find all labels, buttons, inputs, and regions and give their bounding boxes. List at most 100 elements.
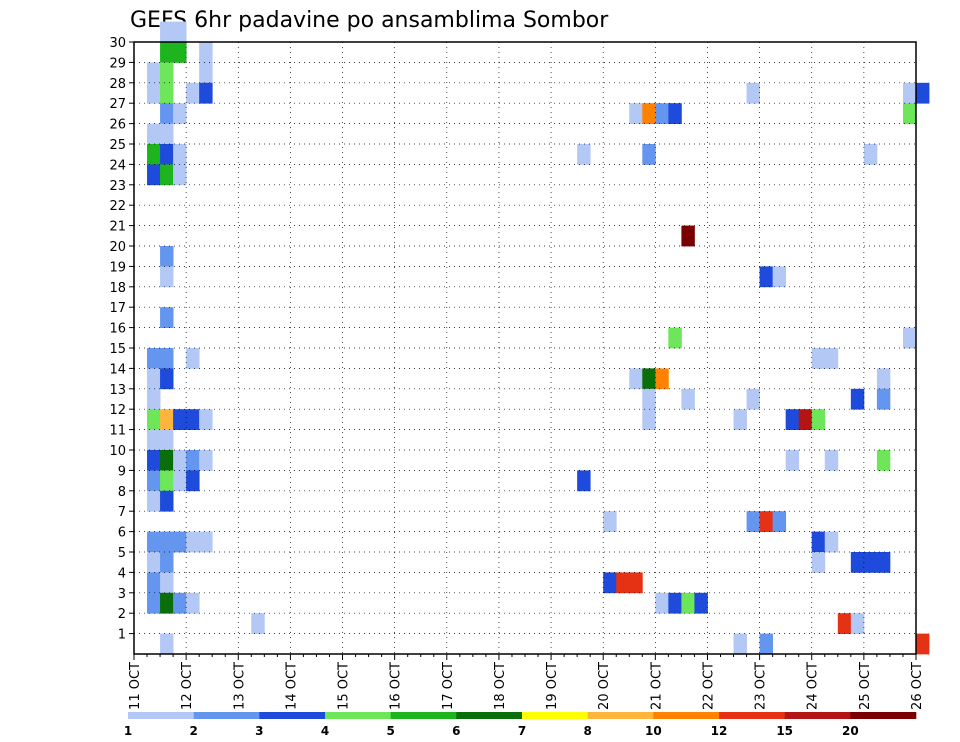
x-tick-label: 21 OCT [649,662,664,710]
heatmap-cell [147,164,161,186]
heatmap-cell [186,348,200,369]
y-tick-label: 12 [109,403,126,418]
y-tick-label: 22 [109,199,126,214]
heatmap-cell [642,144,656,165]
heatmap-cell [173,164,187,186]
y-tick-label: 3 [118,587,126,602]
heatmap-cell [147,82,161,104]
colorbar-label: 15 [776,724,793,738]
x-tick-label: 12 OCT [180,662,195,710]
heatmap-cell [147,450,161,471]
colorbar-label: 6 [452,724,460,738]
colorbar-swatch [325,712,391,719]
heatmap-cell [186,531,200,553]
y-tick-label: 1 [118,628,126,643]
colorbar-label: 20 [842,724,859,738]
heatmap-cell [850,613,865,634]
heatmap-cell [629,572,643,594]
heatmap-cell [186,470,200,492]
heatmap-cell [733,633,747,655]
heatmap-cell [759,266,774,288]
colorbar-swatch [719,712,785,719]
heatmap-cell [147,388,161,410]
heatmap-cell [147,62,161,84]
colorbar-label: 10 [645,724,662,738]
heatmap-cell [186,592,200,614]
y-tick-label: 23 [109,179,126,194]
y-tick-label: 29 [109,56,126,71]
heatmap-cell [160,62,174,84]
y-tick-label: 19 [109,260,126,275]
heatmap-cell [746,511,760,532]
colorbar-swatch [456,712,523,719]
heatmap-cell [160,470,174,492]
x-tick-label: 14 OCT [284,662,299,710]
heatmap-cell [160,633,174,655]
heatmap-cell [824,450,839,471]
heatmap-cell [642,368,656,390]
colorbar-label: 4 [321,724,329,738]
heatmap-cell [811,409,826,430]
heatmap-cell [681,592,695,614]
y-tick-label: 8 [118,485,126,500]
heatmap-cell [811,348,826,369]
heatmap-cell [160,164,174,186]
heatmap-cell [902,103,917,124]
colorbar-label: 8 [583,724,591,738]
y-tick-label: 28 [109,77,126,92]
heatmap-cell [746,82,760,104]
y-tick-label: 10 [109,444,126,459]
heatmap-cell [160,409,174,430]
heatmap-cell [147,531,161,553]
heatmap-cell [147,348,161,369]
colorbar-swatch [522,712,588,719]
x-tick-label: 17 OCT [441,662,456,710]
heatmap-cell [199,62,213,84]
heatmap-cell [160,368,174,390]
heatmap-cell [655,592,669,614]
heatmap-cell [824,531,839,553]
heatmap-cell [199,531,213,553]
y-tick-label: 15 [109,342,126,357]
heatmap-cell [785,409,800,430]
heatmap-cell [733,409,747,430]
heatmap-cell [147,490,161,512]
heatmap-cell [876,368,891,390]
heatmap-cell [147,144,161,165]
colorbar-swatch [587,712,654,719]
grid-layer [134,42,916,654]
heatmap-cell [863,552,878,573]
heatmap-cell [160,592,174,614]
y-tick-label: 4 [118,566,126,581]
y-tick-label: 6 [118,526,126,541]
heatmap-cell [668,103,682,124]
x-tick-label: 13 OCT [232,662,247,710]
x-tick-label: 22 OCT [701,662,716,710]
heatmap-cell [173,409,187,430]
y-tick-label: 11 [109,424,126,439]
heatmap-cell [160,572,174,594]
x-tick-label: 26 OCT [910,662,925,710]
heatmap-cell [160,450,174,471]
heatmap-cell [251,613,265,634]
heatmap-cell [916,633,930,655]
heatmap-cell [160,266,174,288]
heatmap-cell [863,144,878,165]
heatmap-cell [603,511,617,532]
heatmap-cell [199,409,213,430]
heatmap-cell [798,409,813,430]
heatmap-cell [759,633,774,655]
colorbar-label: 12 [711,724,728,738]
y-tick-label: 18 [109,281,126,296]
heatmap-cell [681,388,695,410]
heatmap-cell [147,368,161,390]
heatmap-cell [681,225,695,247]
heatmap-cell [160,348,174,369]
y-tick-label: 7 [118,505,126,520]
heatmap-cell [186,450,200,471]
heatmap-cell [147,572,161,594]
heatmap-cell [160,490,174,512]
x-tick-label: 20 OCT [597,662,612,710]
x-tick-label: 11 OCT [128,662,143,710]
